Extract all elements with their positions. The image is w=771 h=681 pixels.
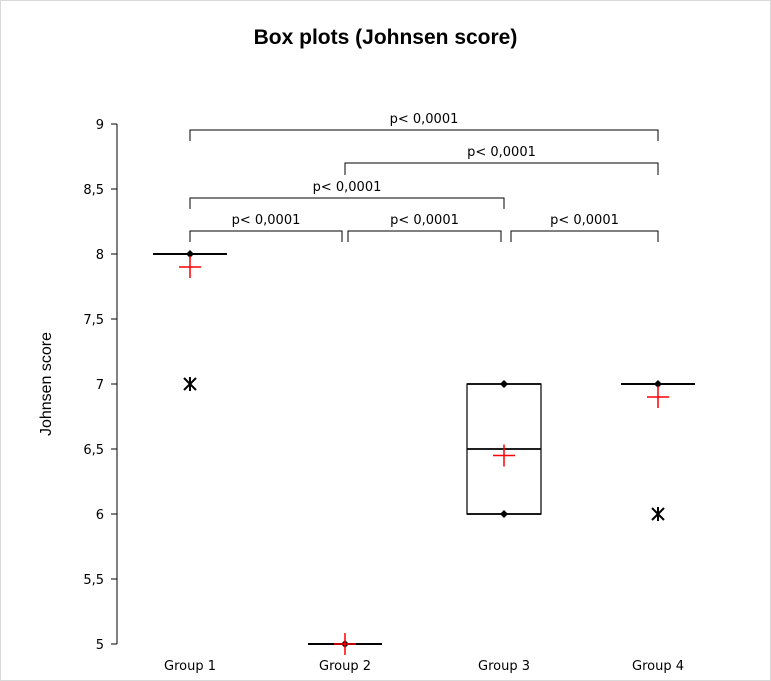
box-2 [308, 633, 382, 655]
box-1 [153, 250, 227, 391]
y-tick-label: 9 [96, 118, 104, 133]
mean-marker [334, 633, 356, 655]
x-tick-label: Group 4 [632, 659, 684, 674]
p-value-label: p< 0,0001 [390, 112, 459, 127]
significance-bracket: p< 0,0001 [189, 112, 659, 141]
bracket-line [189, 230, 343, 242]
box-3 [466, 380, 542, 518]
outlier-marker [651, 507, 665, 521]
x-tick-label: Group 1 [164, 659, 216, 674]
bracket-line [189, 129, 659, 141]
y-tick-label: 6 [96, 508, 104, 523]
y-tick-label: 7 [96, 378, 104, 393]
x-tick-label: Group 2 [319, 659, 371, 674]
outlier-marker [183, 377, 197, 391]
bracket-line [344, 162, 659, 175]
y-tick-label: 5 [96, 638, 104, 653]
y-tick-label: 8 [96, 248, 104, 263]
y-tick-label: 7,5 [83, 313, 104, 328]
significance-bracket: p< 0,0001 [347, 213, 502, 242]
p-value-label: p< 0,0001 [550, 213, 619, 228]
significance-bracket: p< 0,0001 [189, 213, 343, 242]
p-value-label: p< 0,0001 [313, 180, 382, 195]
x-tick-label: Group 3 [478, 659, 530, 674]
quartile-marker [654, 380, 662, 388]
quartile-marker [186, 250, 194, 258]
mean-marker [179, 256, 201, 278]
p-value-label: p< 0,0001 [467, 145, 536, 160]
quartile-marker [500, 510, 508, 518]
y-tick-label: 6,5 [83, 443, 104, 458]
y-tick-label: 5,5 [83, 573, 104, 588]
significance-bracket: p< 0,0001 [510, 213, 659, 242]
chart-title: Box plots (Johnsen score) [253, 26, 518, 49]
quartile-marker [500, 380, 508, 388]
mean-marker [647, 386, 669, 408]
p-value-label: p< 0,0001 [232, 213, 301, 228]
bracket-line [510, 230, 659, 242]
significance-brackets: p< 0,0001 p< 0,0001 p< 0,0001 p< 0,0001 p< 0… [189, 112, 659, 242]
box-series [153, 250, 695, 655]
mean-marker [493, 444, 515, 467]
y-axis: 5 5,5 6 6,5 7 7,5 8 8,5 9 [83, 118, 118, 653]
bracket-line [189, 197, 505, 209]
significance-bracket: p< 0,0001 [189, 180, 505, 209]
y-tick-label: 8,5 [83, 183, 104, 198]
p-value-label: p< 0,0001 [390, 213, 459, 228]
significance-bracket: p< 0,0001 [344, 145, 659, 175]
bracket-line [347, 230, 502, 242]
x-axis-tick-labels: Group 1 Group 2 Group 3 Group 4 [164, 659, 684, 674]
box-4 [621, 380, 695, 521]
